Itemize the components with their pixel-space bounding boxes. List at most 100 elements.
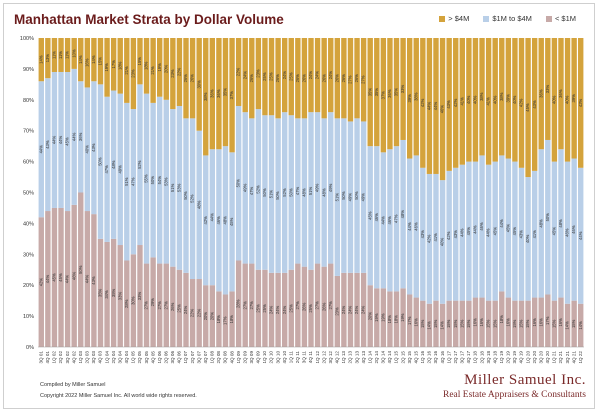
bar-data-label: 47% (104, 165, 109, 174)
bar-segment (196, 38, 202, 131)
legend-item-under-1m: < $1M (545, 14, 576, 23)
bar-data-label: 24% (328, 71, 333, 80)
bar-segment (374, 38, 380, 147)
bar-segment (472, 161, 479, 298)
bar-segment (426, 303, 433, 347)
x-tick-label: 4Q 12 (335, 351, 340, 364)
bar-segment (51, 71, 58, 208)
bar-data-label: 43% (453, 230, 458, 239)
bar-segment (466, 161, 472, 301)
bar-segment (91, 81, 97, 215)
y-tick-label: 50% (23, 191, 34, 197)
bar-segment (255, 109, 262, 270)
bar-data-label: 21% (124, 66, 129, 75)
x-tick-label: 4Q 01 (45, 351, 50, 364)
bar-data-label: 26% (190, 74, 195, 83)
bar-data-label: 11% (65, 51, 70, 59)
x-tick-label: 3Q 19 (512, 351, 517, 364)
bar-segment (341, 118, 347, 273)
bar-segment (150, 38, 156, 103)
bar-data-label: 43% (519, 230, 524, 239)
x-tick-label: 1Q 16 (420, 351, 425, 364)
bar-segment (387, 38, 393, 150)
x-tick-label: 3Q 09 (249, 351, 254, 364)
bar-segment (446, 38, 452, 171)
bar-data-label: 48% (302, 188, 307, 197)
x-tick-label: 1Q 21 (552, 351, 557, 364)
bar-segment (170, 38, 176, 110)
bar-segment (235, 38, 242, 106)
bar-data-label: 43% (45, 140, 50, 149)
bar-segment (485, 300, 492, 347)
bar-segment (492, 300, 498, 347)
x-tick-label: 3Q 12 (328, 351, 333, 364)
bar-data-label: 44% (58, 136, 63, 145)
bar-data-label: 47% (394, 214, 399, 223)
bar-data-label: 48% (400, 210, 405, 219)
bar-data-label: 30% (196, 80, 201, 89)
x-tick-label: 3Q 13 (354, 351, 359, 364)
bar-data-label: 35% (223, 88, 228, 97)
x-tick-label: 1Q 09 (236, 351, 241, 364)
bar-data-label: 46% (413, 222, 418, 231)
bar-data-label: 33% (400, 85, 405, 94)
bar-data-label: 43% (446, 100, 451, 109)
bar-segment (242, 263, 248, 347)
bar-segment (203, 285, 209, 347)
bar-data-label: 44% (65, 275, 70, 284)
x-tick-label: 3Q 05 (144, 351, 149, 364)
x-tick-label: 3Q 02 (65, 351, 70, 364)
bar-data-label: 55% (144, 174, 149, 183)
bar-data-label: 44% (459, 228, 464, 237)
bar-data-label: 28% (124, 299, 129, 308)
y-tick-label: 70% (23, 129, 34, 135)
bar-data-label: 43% (91, 276, 96, 285)
x-tick-label: 1Q 04 (104, 351, 109, 364)
bar-data-label: 40% (512, 95, 517, 104)
bar-data-label: 35% (98, 288, 103, 297)
bar-data-label: 39% (505, 94, 510, 103)
bar-segment (374, 288, 380, 347)
bar-segment (143, 93, 150, 264)
bar-data-label: 51% (334, 193, 339, 202)
y-tick-label: 80% (23, 98, 34, 104)
bar-data-label: 18% (117, 61, 122, 70)
bar-segment (341, 272, 347, 347)
bar-segment (558, 297, 564, 347)
bar-data-label: 26% (302, 302, 307, 311)
bar-segment (446, 170, 452, 301)
bar-data-label: 25% (177, 304, 182, 313)
bar-segment (505, 297, 512, 347)
bar-data-label: 18% (216, 315, 221, 324)
x-tick-label: 4Q 15 (413, 351, 418, 364)
bar-segment (203, 38, 209, 156)
bar-segment (235, 260, 242, 347)
bar-segment (485, 164, 492, 301)
bar-segment (538, 297, 544, 347)
bar-data-label: 44% (209, 213, 214, 222)
bar-data-label: 40% (565, 95, 570, 104)
bar-segment (137, 84, 143, 246)
bar-segment (347, 272, 354, 347)
bar-segment (413, 155, 419, 298)
bar-segment (321, 266, 327, 347)
bar-segment (360, 38, 367, 122)
x-tick-label: 1Q 18 (473, 351, 478, 364)
bar-data-label: 44% (578, 231, 583, 240)
bar-segment (525, 38, 531, 178)
bar-data-label: 46% (387, 216, 392, 225)
bar-segment (209, 38, 216, 150)
x-tick-label: 4Q 20 (545, 351, 550, 364)
bar-data-label: 24% (354, 305, 359, 314)
bar-data-label: 26% (302, 74, 307, 83)
bar-segment (38, 81, 44, 218)
bar-data-label: 13% (45, 54, 50, 63)
x-tick-label: 2Q 06 (163, 351, 168, 364)
bar-data-label: 52% (255, 185, 260, 194)
x-tick-label: 2Q 19 (506, 351, 511, 364)
bar-data-label: 29% (150, 298, 155, 307)
x-tick-label: 2Q 03 (85, 351, 90, 364)
bar-data-label: 15% (137, 57, 142, 66)
bar-segment (571, 300, 577, 347)
bar-segment (558, 38, 564, 150)
